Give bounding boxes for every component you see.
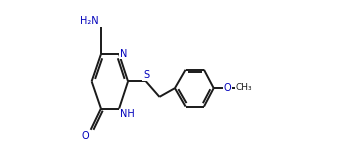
Text: S: S (143, 70, 149, 80)
Text: CH₃: CH₃ (236, 83, 253, 93)
Text: O: O (224, 83, 231, 93)
Text: O: O (81, 131, 89, 141)
Text: H₂N: H₂N (80, 16, 99, 26)
Text: NH: NH (119, 109, 134, 120)
Text: N: N (120, 49, 127, 59)
